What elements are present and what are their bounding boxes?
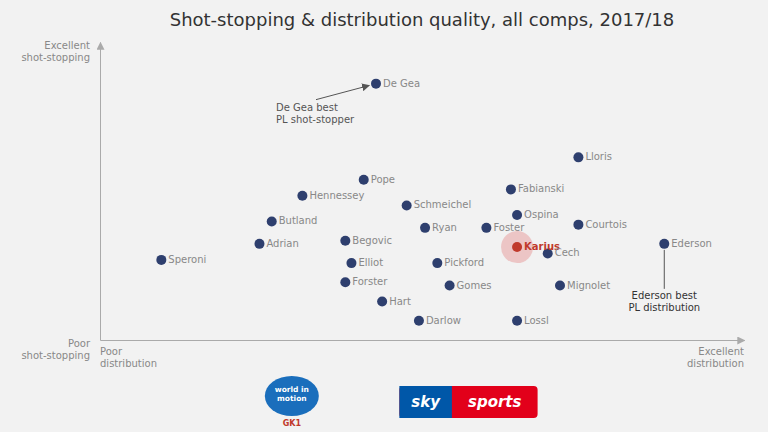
point-label: Courtois <box>585 219 627 230</box>
point-label: Pope <box>371 174 395 185</box>
point <box>573 152 583 162</box>
point-label: Lossl <box>524 315 549 326</box>
point <box>297 191 307 201</box>
plot: Poorshot-stopping Excellentshot-stopping P… <box>21 40 744 369</box>
point <box>377 297 387 307</box>
annotation: De Gea bestPL shot-stopper <box>276 102 355 125</box>
point-label: Mignolet <box>567 280 610 291</box>
y-label: Poorshot-stopping <box>21 338 90 361</box>
point <box>414 316 424 326</box>
logo-globe <box>265 376 319 416</box>
point-label: Lloris <box>585 151 612 162</box>
logo-box <box>399 386 537 418</box>
annotation-arrow <box>316 85 369 99</box>
point <box>445 281 455 291</box>
point <box>506 184 516 194</box>
point <box>359 175 369 185</box>
point <box>340 277 350 287</box>
point <box>346 258 356 268</box>
point <box>267 216 277 226</box>
point-label: Hennessey <box>309 190 364 201</box>
point <box>659 239 669 249</box>
x-axis <box>101 340 745 341</box>
logo-box <box>399 386 452 418</box>
point <box>481 223 491 233</box>
point <box>512 242 522 252</box>
point-label: Ederson <box>671 238 712 249</box>
footer: world inmotion GK1 sky sports <box>265 376 538 428</box>
x-label: Poordistribution <box>100 346 157 369</box>
point <box>512 210 522 220</box>
point <box>340 236 350 246</box>
logo-text: sports <box>468 393 522 411</box>
point-label: Foster <box>493 222 525 233</box>
annotations: De Gea bestPL shot-stopper Ederson bestPL… <box>276 85 700 313</box>
chart: Poorshot-stopping Excellentshot-stopping P… <box>0 0 768 432</box>
point <box>156 255 166 265</box>
point <box>512 316 522 326</box>
point-label: Schmeichel <box>414 199 472 210</box>
point-label: Gomes <box>457 280 492 291</box>
point <box>555 281 565 291</box>
point-label: Fabianski <box>518 183 564 194</box>
logo-text: GK1 <box>283 419 302 428</box>
point-label: Hart <box>389 296 411 307</box>
point-label: Ospina <box>524 209 559 220</box>
axis-line <box>100 43 101 341</box>
y-label: Excellentshot-stopping <box>21 40 90 63</box>
point <box>573 220 583 230</box>
point-label: Begovic <box>352 235 392 246</box>
annotation: Ederson bestPL distribution <box>628 290 700 313</box>
point <box>432 258 442 268</box>
y-axis <box>100 43 101 341</box>
point <box>402 200 412 210</box>
logo-text: world inmotion <box>275 385 309 403</box>
point <box>254 239 264 249</box>
point-label: Forster <box>352 276 388 287</box>
point-label: Adrian <box>266 238 298 249</box>
point <box>371 79 381 89</box>
annotation-line <box>664 250 665 289</box>
point-label: Cech <box>555 247 580 258</box>
point-label: De Gea <box>383 78 420 89</box>
point-label: Ryan <box>432 222 457 233</box>
x-label: Excellentdistribution <box>687 346 744 369</box>
point-label: Pickford <box>444 257 484 268</box>
point-labels: De Gea Lloris Pope Hennessey Fabianski Schmei… <box>168 78 712 326</box>
point-label: Elliot <box>358 257 383 268</box>
logo-text: sky <box>411 393 441 411</box>
point-label: Butland <box>279 215 318 226</box>
points <box>156 79 669 326</box>
point-label: Darlow <box>426 315 461 326</box>
point-label: Speroni <box>168 254 206 265</box>
point <box>420 223 430 233</box>
axis-line <box>101 340 745 341</box>
title: Shot-stopping & distribution quality, al… <box>170 9 675 30</box>
